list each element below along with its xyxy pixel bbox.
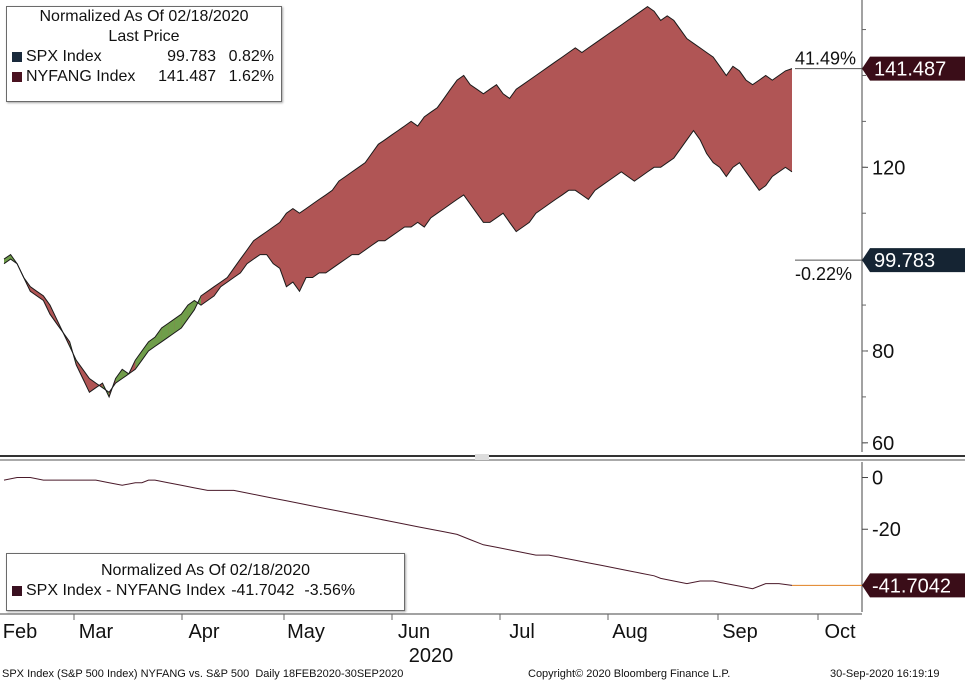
- spread-series-line: [3, 477, 793, 590]
- price-tag: [862, 56, 965, 81]
- upper-legend: Normalized As Of 02/18/2020 Last Price S…: [6, 6, 282, 102]
- legend-change-spx: 0.82%: [228, 48, 274, 65]
- price-tag-label: 141.487: [874, 59, 946, 81]
- x-tick-label: Jul: [509, 621, 535, 643]
- percent-annotation: -0.22%: [795, 264, 852, 284]
- lower-y-tick-label: -20: [872, 519, 901, 541]
- price-tag: [862, 248, 965, 273]
- footer-center: Copyright© 2020 Bloomberg Finance L.P.: [528, 668, 731, 680]
- legend-change-nyfang: 1.62%: [228, 68, 274, 85]
- underperformance-segment: [122, 369, 129, 379]
- x-tick-label: Mar: [79, 621, 114, 643]
- lower-legend: Normalized As Of 02/18/2020 SPX Index - …: [6, 553, 405, 611]
- upper-panel: [3, 5, 793, 399]
- x-tick-label: Apr: [188, 621, 219, 643]
- swatch-nyfang: [12, 72, 22, 82]
- legend-value-spx: 99.783: [167, 48, 216, 65]
- underperformance-segment: [161, 323, 169, 342]
- legend-name-spx: SPX Index: [26, 48, 102, 65]
- upper-legend-subtitle: Last Price: [108, 28, 180, 45]
- lower-panel: [3, 477, 793, 590]
- legend-name-diff: SPX Index - NYFANG Index: [26, 582, 226, 599]
- legend-value-diff: -41.7042: [231, 582, 295, 599]
- price-tag: [862, 573, 965, 598]
- underperformance-segment: [155, 328, 162, 347]
- x-tick-label: Aug: [612, 621, 648, 643]
- underperformance-segment: [174, 314, 182, 333]
- lower-legend-title: Normalized As Of 02/18/2020: [100, 562, 310, 579]
- underperformance-segment: [4, 254, 11, 264]
- underperformance-segment: [181, 305, 188, 329]
- lower-y-tick-label: 0: [872, 468, 883, 490]
- legend-value-nyfang: 141.487: [158, 68, 216, 85]
- legend-change-diff: -3.56%: [304, 582, 356, 599]
- underperformance-segment: [168, 318, 175, 338]
- underperformance-segment: [141, 341, 149, 361]
- footer-right: 30-Sep-2020 16:19:19: [830, 668, 940, 680]
- x-tick-label: Jun: [398, 621, 430, 643]
- legend-row-diff: SPX Index - NYFANG Index -41.7042 -3.56%: [7, 581, 404, 601]
- legend-row-spx: SPX Index 99.783 0.82%: [7, 47, 281, 67]
- footer-left: SPX Index (S&P 500 Index) NYFANG vs. S&P…: [2, 668, 404, 680]
- swatch-diff: [12, 586, 22, 596]
- upper-y-tick-label: 120: [872, 157, 905, 179]
- panel-resize-handle: [475, 454, 489, 460]
- x-tick-label: May: [287, 621, 325, 643]
- underperformance-segment: [135, 350, 142, 370]
- swatch-spx: [12, 52, 22, 62]
- x-year-label: 2020: [409, 645, 454, 667]
- upper-legend-title: Normalized As Of 02/18/2020: [39, 8, 249, 25]
- percent-annotation: 41.49%: [795, 49, 856, 69]
- legend-row-nyfang: NYFANG Index 141.487 1.62%: [7, 67, 281, 87]
- upper-y-tick-label: 80: [872, 341, 894, 363]
- price-tag-label: -41.7042: [872, 575, 951, 597]
- x-tick-label: Feb: [3, 621, 37, 643]
- x-tick-label: Sep: [722, 621, 758, 643]
- nyfang-series-line: [3, 5, 793, 393]
- x-tick-label: Oct: [824, 621, 856, 643]
- underperformance-segment: [187, 300, 195, 319]
- price-tag-label: 99.783: [874, 250, 935, 272]
- spx-series-line: [3, 129, 793, 399]
- legend-name-nyfang: NYFANG Index: [26, 68, 136, 85]
- upper-y-tick-label: 60: [872, 433, 894, 455]
- axis-layer: 60 80 120 41.49% -0.22% 141.487 99.783 0 -20 -41.…: [0, 0, 965, 667]
